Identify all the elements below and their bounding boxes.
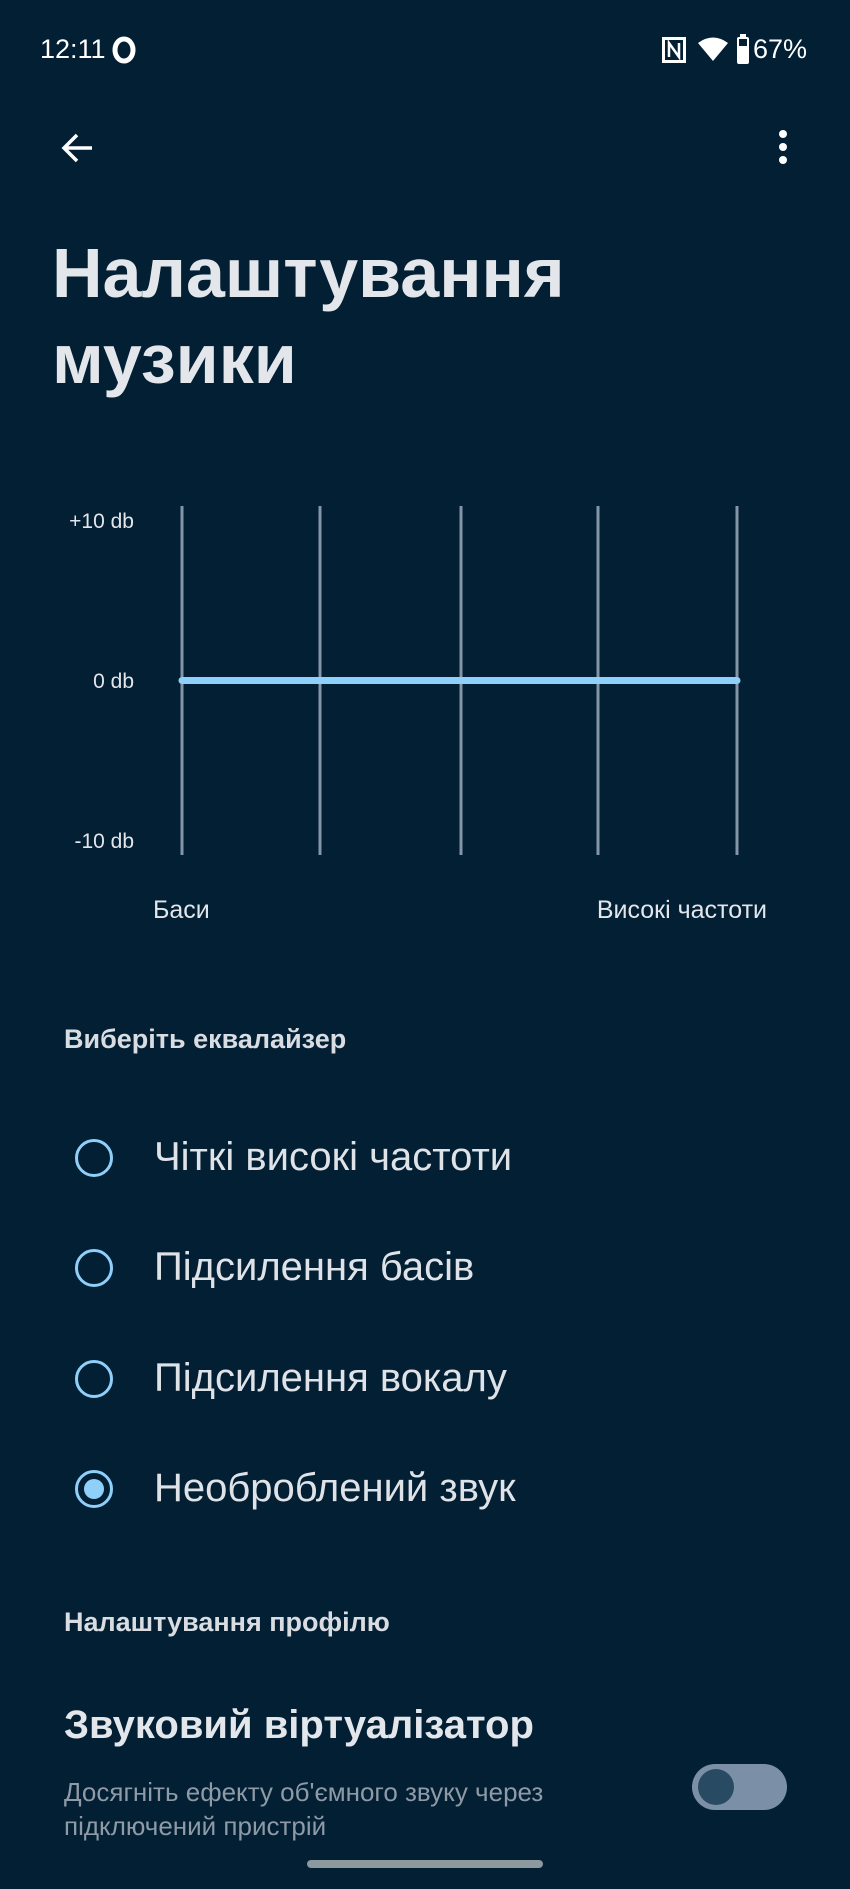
description-line-1: Досягніть ефекту об'ємного звуку через	[64, 1777, 544, 1807]
virtualizer-description: Досягніть ефекту об'ємного звуку через п…	[64, 1775, 543, 1843]
battery-percent: 67%	[753, 34, 808, 64]
nav-handle[interactable]	[307, 1860, 543, 1868]
nfc-icon	[662, 37, 686, 63]
arrow-left-icon[interactable]	[60, 130, 96, 166]
profile-heading: Налаштування профілю	[64, 1607, 390, 1637]
virtualizer-toggle[interactable]	[692, 1764, 787, 1810]
equalizer-option-label[interactable]: Чіткі високі частоти	[154, 1135, 513, 1179]
page-title: Налаштування музики	[52, 230, 565, 402]
x-label-treble: Високі частоти	[596, 896, 767, 924]
toggle-thumb	[698, 1769, 734, 1805]
radio-button[interactable]	[75, 1470, 113, 1508]
description-line-2: підключений пристрій	[64, 1811, 327, 1841]
equalizer-option-label[interactable]: Необроблений звук	[154, 1466, 516, 1510]
title-line-2: музики	[52, 320, 297, 398]
status-time: 12:11	[40, 34, 106, 64]
radio-button[interactable]	[75, 1249, 113, 1287]
radio-button[interactable]	[75, 1139, 113, 1177]
y-label-bottom: -10 db	[74, 830, 134, 853]
x-label-bass: Баси	[153, 896, 210, 924]
y-label-top: +10 db	[69, 510, 134, 533]
y-label-mid: 0 db	[93, 670, 134, 693]
radio-button[interactable]	[75, 1360, 113, 1398]
wifi-icon	[698, 37, 728, 61]
equalizer-chart[interactable]	[0, 0, 850, 900]
virtualizer-title: Звуковий віртуалізатор	[64, 1703, 534, 1747]
equalizer-option-label[interactable]: Підсилення вокалу	[154, 1356, 507, 1400]
more-vert-icon[interactable]	[772, 128, 794, 168]
equalizer-heading: Виберіть еквалайзер	[64, 1024, 347, 1054]
title-line-1: Налаштування	[52, 234, 565, 312]
battery-icon	[737, 34, 749, 64]
equalizer-option-label[interactable]: Підсилення басів	[154, 1245, 475, 1289]
opera-icon	[112, 36, 136, 64]
